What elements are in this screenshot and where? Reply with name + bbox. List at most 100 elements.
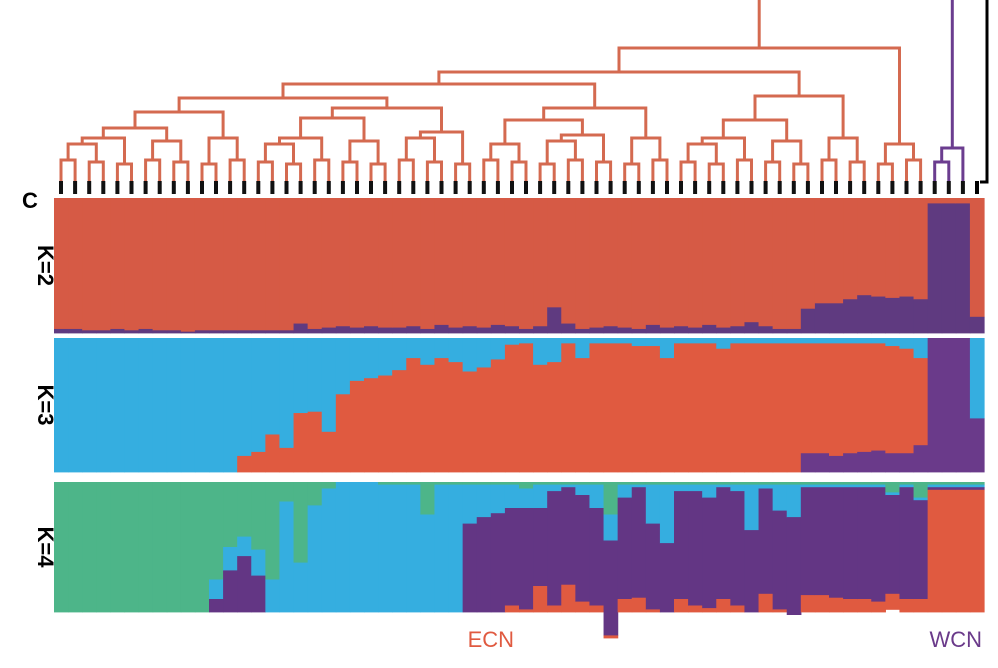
bar-k3-sample-52-cluster-1: [772, 338, 788, 344]
leaf-tip-18: [298, 181, 303, 194]
dendrogram-branch: [285, 162, 303, 181]
dendrogram-branch: [883, 142, 915, 164]
bar-k4-sample-12-cluster-3: [209, 599, 224, 613]
bar-k2-sample-1-cluster-2: [54, 328, 69, 334]
bar-k4-sample-50-cluster-2: [744, 484, 760, 531]
dendrogram-branch: [848, 160, 866, 181]
bar-k3-sample-16-cluster-2: [265, 434, 281, 473]
leaf-tip-47: [707, 181, 712, 194]
bar-k2-sample-33-cluster-2: [504, 326, 520, 334]
bar-k4-sample-38-cluster-1: [575, 482, 591, 485]
bar-k3-sample-30-cluster-2: [462, 371, 478, 473]
bar-k3-sample-42-cluster-2: [631, 346, 647, 473]
bar-k4-sample-61-cluster-3: [899, 487, 915, 600]
bar-k4-sample-21-cluster-2: [335, 482, 351, 613]
dendrogram-outgroup: [980, 0, 989, 184]
bar-k4-sample-55-cluster-3: [814, 487, 830, 596]
bar-k3-sample-55-cluster-1: [814, 338, 830, 344]
bar-k4-sample-63-cluster-1: [927, 482, 943, 485]
bar-k2-sample-12-cluster-1: [209, 198, 224, 331]
bar-k2-sample-46-cluster-1: [688, 198, 703, 328]
bar-k4-sample-54-cluster-4: [800, 595, 816, 613]
bar-k2-sample-58-cluster-2: [857, 295, 872, 334]
bar-k2-sample-53-cluster-1: [786, 198, 802, 330]
bar-k3-sample-40-cluster-1: [603, 338, 619, 344]
bar-k4-sample-7-cluster-1: [138, 482, 154, 613]
bar-k4-sample-52-cluster-2: [772, 484, 788, 511]
dendrogram-branch: [172, 160, 190, 181]
leaf-tip-6: [129, 181, 134, 194]
leaf-tip-2: [73, 181, 78, 194]
bar-k4-sample-13-cluster-3: [223, 570, 238, 613]
bar-k4-sample-15-cluster-1: [251, 482, 266, 550]
bar-k4-sample-60-cluster-1: [885, 482, 901, 493]
bar-k2-sample-57-cluster-1: [843, 198, 858, 300]
bar-k4-sample-46-cluster-3: [688, 491, 703, 606]
bar-k4-sample-60-cluster-4: [885, 593, 901, 610]
bar-k2-sample-18-cluster-1: [293, 198, 309, 324]
panel-label: C: [22, 188, 38, 213]
bar-k2-sample-34-cluster-1: [519, 198, 534, 330]
dendrogram-branch: [425, 160, 443, 181]
bar-k2-sample-47-cluster-2: [702, 324, 717, 334]
bar-k3-sample-15-cluster-2: [251, 451, 266, 473]
dendrogram-branch: [115, 162, 133, 181]
bar-k4-sample-54-cluster-2: [800, 484, 816, 488]
bar-k4-sample-31-cluster-1: [476, 482, 492, 485]
bar-k3-sample-46-cluster-2: [688, 343, 703, 473]
leaf-tip-20: [326, 181, 331, 194]
leaf-tip-45: [679, 181, 683, 194]
bar-k4-sample-62-cluster-4: [913, 599, 929, 613]
bar-k4-sample-55-cluster-2: [814, 484, 830, 488]
bar-k3-sample-60-cluster-2: [885, 346, 901, 454]
bar-k4-sample-62-cluster-2: [913, 497, 929, 501]
dendrogram-branch: [437, 70, 801, 96]
dendrogram-branch: [566, 158, 584, 181]
leaf-tip-63: [932, 181, 937, 194]
dendrogram-branch: [369, 162, 387, 181]
dendrogram-branch: [827, 136, 859, 162]
bar-k4-sample-13-cluster-2: [223, 547, 238, 571]
dendrogram-branch: [144, 158, 162, 181]
bar-k3-sample-44-cluster-2: [659, 358, 675, 473]
bar-k3-sample-14-cluster-2: [237, 455, 252, 473]
bar-k4-sample-41-cluster-4: [617, 599, 633, 613]
leaf-tip-13: [228, 181, 233, 194]
bar-k4-sample-37-cluster-2: [561, 484, 576, 488]
dendrogram-branch: [66, 142, 98, 162]
bar-k2-sample-50-cluster-1: [744, 198, 760, 323]
bar-k2-sample-22-cluster-2: [349, 327, 365, 334]
bar-k4-sample-36-cluster-3: [547, 491, 562, 606]
bar-k3-sample-19-cluster-1: [307, 338, 323, 413]
bar-k2-sample-29-cluster-2: [448, 327, 464, 334]
bar-k2-sample-53-cluster-2: [786, 328, 802, 334]
bar-k4-sample-35-cluster-4: [533, 586, 548, 613]
bar-k4-sample-29-cluster-1: [448, 482, 464, 485]
bar-k2-sample-65-cluster-1: [955, 198, 971, 204]
bar-k4-sample-37-cluster-3: [561, 487, 576, 586]
bar-k2-sample-40-cluster-2: [603, 326, 619, 334]
dendrogram-branch: [538, 162, 556, 181]
bar-k3-sample-55-cluster-3: [814, 453, 830, 473]
leaf-tip-38: [580, 181, 585, 194]
bar-k3-sample-61-cluster-3: [899, 453, 915, 473]
bar-k4-sample-31-cluster-3: [476, 517, 492, 613]
leaf-tip-46: [693, 181, 698, 194]
bar-k4-sample-12-cluster-2: [209, 579, 224, 600]
bar-k4-sample-58-cluster-4: [857, 599, 872, 613]
dendrogram-branch: [341, 160, 359, 181]
bar-k4-sample-12-cluster-1: [209, 482, 224, 580]
bar-k2-sample-32-cluster-1: [490, 198, 506, 326]
leaf-tip-37: [566, 181, 571, 194]
bar-k4-sample-31-cluster-2: [476, 484, 492, 518]
bar-k3-sample-41-cluster-1: [617, 338, 633, 344]
leaf-tip-60: [890, 181, 895, 194]
leaf-tip-57: [848, 181, 853, 194]
bar-k3-sample-6-cluster-1: [124, 338, 140, 473]
bar-k3-sample-61-cluster-1: [899, 338, 915, 350]
bar-k4-sample-36-cluster-2: [547, 484, 562, 492]
bar-k4-sample-52-cluster-4: [772, 609, 788, 613]
leaf-tip-62: [918, 181, 923, 194]
bar-k3-sample-55-cluster-2: [814, 343, 830, 454]
bar-k4-sample-45-cluster-2: [674, 484, 689, 492]
